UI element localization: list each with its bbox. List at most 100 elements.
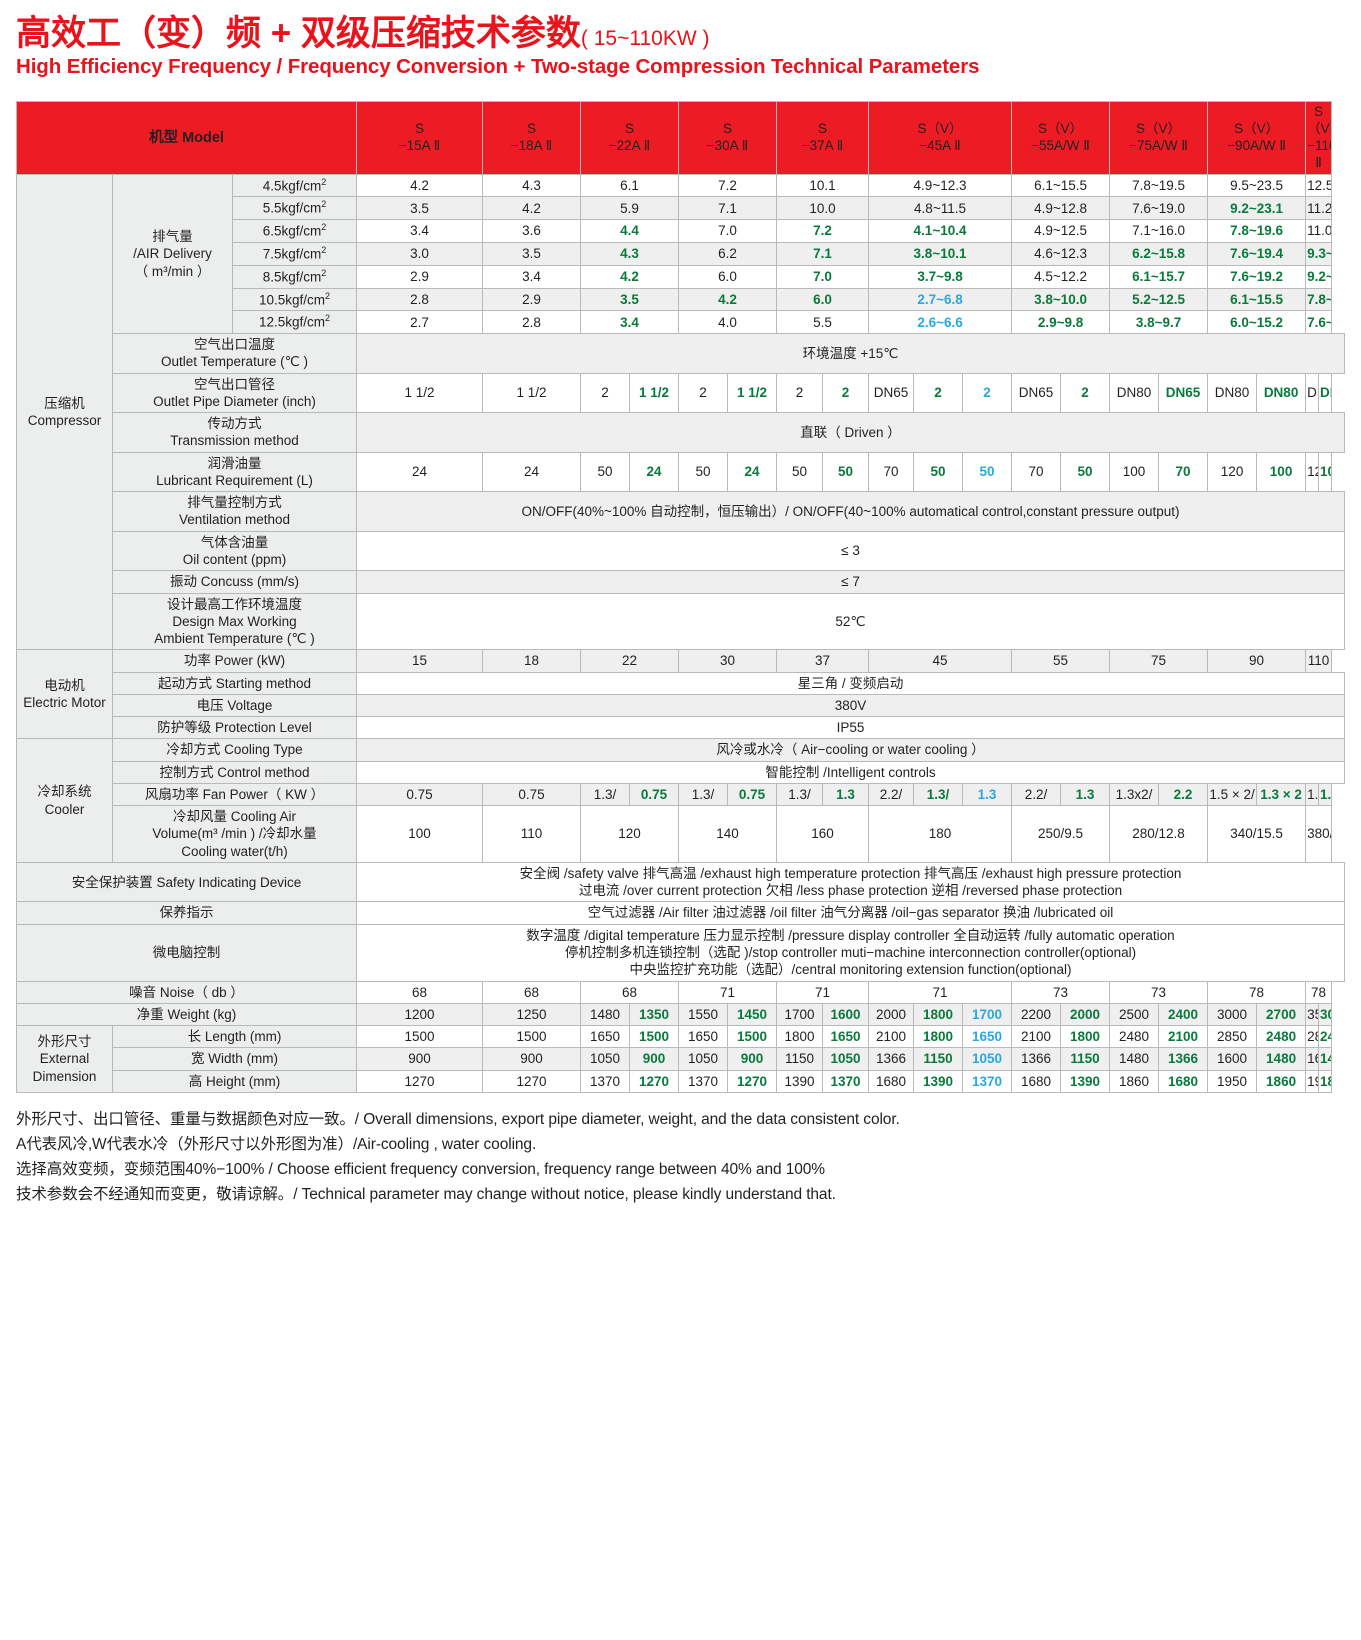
data-cell: 3.7~9.8 bbox=[868, 264, 1013, 289]
pressure-unit-label: 7.5kgf/cm2 bbox=[231, 241, 358, 266]
data-cell: 1150 bbox=[776, 1047, 824, 1071]
data-cell: 4.9~12.8 bbox=[1011, 196, 1111, 221]
value: 1.3/ bbox=[691, 786, 715, 802]
data-cell: 2 bbox=[776, 372, 824, 414]
data-cell: 1950 bbox=[1207, 1069, 1258, 1093]
data-cell: 2.9~9.8 bbox=[1011, 310, 1111, 335]
row-label-concuss: 振动 Concuss (mm/s) bbox=[111, 570, 358, 594]
data-cell: 2.2 bbox=[1158, 782, 1209, 807]
data-cell: 3.5 bbox=[482, 241, 582, 266]
data-cell: 1150 bbox=[913, 1047, 964, 1071]
model-col-7: S（V） −55A/W Ⅱ bbox=[1011, 101, 1111, 175]
data-cell: 1800 bbox=[913, 1025, 964, 1049]
data-cell: 9.5~23.5 bbox=[1207, 173, 1307, 198]
value: 120 bbox=[1220, 464, 1244, 480]
value: 3.4 bbox=[522, 269, 541, 284]
value: 1500 bbox=[516, 1029, 547, 1045]
data-cell: 22 bbox=[580, 649, 680, 673]
value: 100 bbox=[1122, 464, 1146, 480]
value: 10.0 bbox=[809, 200, 836, 216]
value: DN80 bbox=[1263, 385, 1299, 401]
value: 4.2 bbox=[620, 269, 639, 284]
data-cell: 55 bbox=[1011, 649, 1111, 673]
table-row: 起动方式 Starting method 星三角 / 变频启动 bbox=[17, 671, 1345, 695]
value: 1650 bbox=[830, 1029, 861, 1045]
data-cell: 7.1 bbox=[678, 196, 778, 221]
value: 1 1/2 bbox=[639, 385, 670, 401]
value: 0.75 bbox=[640, 786, 668, 802]
value: 2 bbox=[699, 385, 707, 401]
data-cell: 12.5~31.1 bbox=[1305, 173, 1333, 198]
value: 4.8~11.5 bbox=[914, 200, 966, 216]
row-label-outlet-temperature: 空气出口温度 Outlet Temperature (℃ ) bbox=[111, 333, 358, 374]
label-cn: 空气出口温度 bbox=[194, 337, 275, 353]
model-line1: S bbox=[415, 121, 425, 137]
model-line1: S bbox=[527, 121, 537, 137]
data-cell: 2500 bbox=[1109, 1002, 1160, 1027]
value: 50 bbox=[792, 464, 808, 480]
data-cell: 1370 bbox=[962, 1069, 1013, 1093]
model-col-2: S −18A Ⅱ bbox=[482, 101, 582, 175]
value: 1700 bbox=[784, 1006, 815, 1022]
table-row: 润滑油量 Lubricant Requirement (L) 24 24 50 24 50 2… bbox=[17, 451, 1345, 493]
data-cell: 7.8~19.5 bbox=[1305, 287, 1333, 312]
data-cell: 24 bbox=[629, 451, 680, 493]
data-cell: 1600 bbox=[822, 1002, 870, 1027]
value: 1150 bbox=[923, 1051, 953, 1067]
data-cell: 4.4 bbox=[580, 219, 680, 243]
spec-sheet-page: 高效工（变）频 + 双级压缩技术参数( 15~110KW ) High Effi… bbox=[15, 14, 1345, 1203]
data-cell: 50 bbox=[1060, 451, 1111, 493]
value: 1860 bbox=[1320, 1073, 1330, 1089]
pressure-unit-label: 8.5kgf/cm2 bbox=[231, 264, 358, 289]
value: 1.3 × 2 bbox=[1260, 786, 1302, 802]
value: 1.3/ bbox=[593, 786, 617, 802]
data-cell: 2400 bbox=[1158, 1002, 1209, 1027]
data-cell: 3000 bbox=[1318, 1002, 1333, 1027]
value: 4.0 bbox=[718, 314, 737, 330]
micro-line-2: 停机控制多机连锁控制（选配 )/stop controller muti−mac… bbox=[564, 945, 1137, 961]
value: 1050 bbox=[687, 1051, 719, 1067]
value: 24 bbox=[646, 464, 662, 480]
data-cell: 50 bbox=[776, 451, 824, 493]
label-en: Transmission method bbox=[170, 433, 299, 449]
value: 7.1 bbox=[813, 246, 832, 262]
table-row: 冷却风量 Cooling Air Volume(m³ /min ) /冷却水量 Co… bbox=[17, 805, 1345, 863]
data-cell: 50 bbox=[678, 451, 729, 493]
data-cell: 18 bbox=[482, 649, 582, 673]
data-cell: 11.2~28.0 bbox=[1305, 196, 1333, 221]
value: 4.3 bbox=[620, 246, 639, 262]
data-cell: 2100 bbox=[868, 1025, 915, 1049]
model-line2: −15A Ⅱ bbox=[398, 137, 441, 153]
value: 1680 bbox=[1021, 1073, 1052, 1089]
data-cell: 2700 bbox=[1256, 1002, 1307, 1027]
data-cell: 4.0 bbox=[678, 310, 778, 335]
micro-line-1: 数字温度 /digital temperature 压力显示控制 /pressu… bbox=[526, 927, 1175, 943]
value: 0.75 bbox=[738, 786, 766, 802]
data-cell: 6.1~15.5 bbox=[1207, 287, 1307, 312]
model-col-9: S（V） −90A/W Ⅱ bbox=[1207, 101, 1307, 175]
value: 12.5~31.1 bbox=[1307, 177, 1332, 193]
data-cell: 68 bbox=[482, 980, 582, 1004]
value: 1 1/2 bbox=[516, 385, 547, 401]
value: 7.8~19.5 bbox=[1132, 177, 1186, 193]
data-cell: 1680 bbox=[1158, 1069, 1209, 1093]
data-cell: 0.75 bbox=[629, 782, 680, 807]
data-cell: 900 bbox=[629, 1047, 680, 1071]
value: 1860 bbox=[1266, 1073, 1297, 1089]
data-cell: 37 bbox=[776, 649, 870, 673]
value: 2000 bbox=[1070, 1006, 1101, 1022]
value: 7.2 bbox=[718, 177, 737, 193]
value: 2200 bbox=[1021, 1006, 1052, 1022]
value: 1800 bbox=[922, 1029, 954, 1045]
data-cell: 1600 bbox=[1207, 1047, 1258, 1071]
table-row: 保养指示 空气过滤器 /Air filter 油过滤器 /oil filter 油… bbox=[15, 901, 1345, 925]
row-label-ventilation-method: 排气量控制方式 Ventilation method bbox=[111, 491, 358, 532]
value: 100 bbox=[1320, 464, 1330, 480]
value: 1050 bbox=[589, 1051, 621, 1067]
safety-line-2: 过电流 /over current protection 欠相 /less ph… bbox=[578, 883, 1123, 899]
data-cell: 1270 bbox=[356, 1069, 484, 1093]
cooling-type-value: 风冷或水冷（ Air−cooling or water cooling ） bbox=[356, 738, 1345, 762]
label-en: Ventilation method bbox=[178, 512, 291, 528]
value: 1950 bbox=[1307, 1073, 1317, 1089]
data-cell: 2.7~6.8 bbox=[868, 287, 1013, 312]
